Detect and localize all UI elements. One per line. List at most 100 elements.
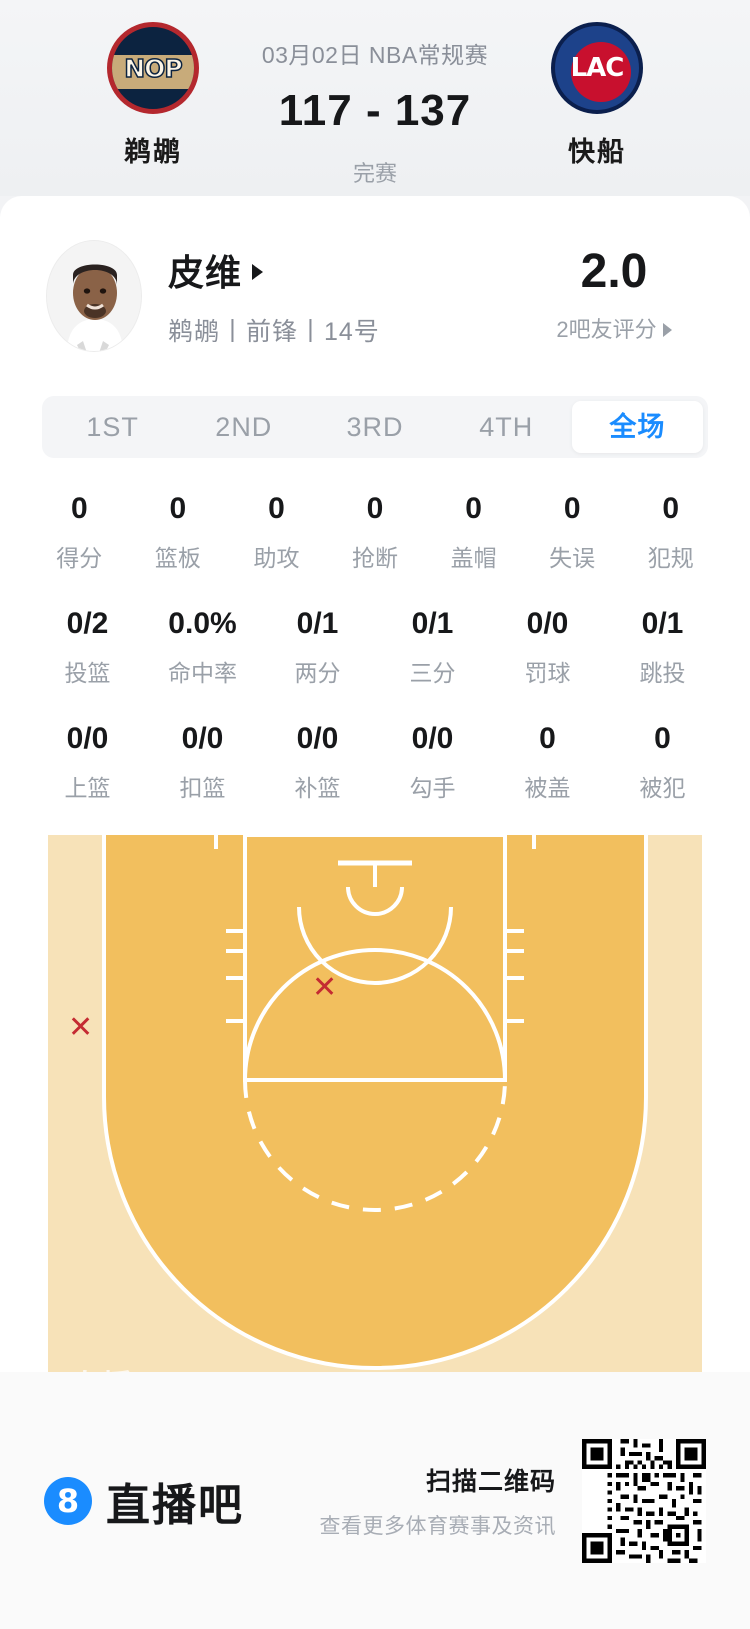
home-team-name: 鹈鹕 [124,137,182,167]
stat-steals: 0 抢断 [326,492,425,573]
stats-row-shooting: 0/2 投篮 0.0% 命中率 0/1 两分 0/1 三分 0/0 罚球 [30,607,720,688]
stat-value: 0/2 [66,607,109,640]
stat-two-pointers: 0/1 两分 [260,607,375,688]
stat-layups: 0/0 上篮 [30,722,145,803]
match-meta: 03月02日 NBA常规赛 [261,42,489,68]
stat-label: 跳投 [639,660,686,686]
tab-2nd[interactable]: 2ND [215,412,273,442]
stat-blocked: 0 被盖 [490,722,605,803]
chevron-right-icon [252,264,264,280]
shot-marker-miss-2[interactable]: ✕ [312,970,338,1005]
stat-value: 0 [366,492,384,525]
chevron-right-small-icon [662,323,672,337]
nop-logo-band [112,55,194,89]
stat-label: 助攻 [253,545,300,571]
stat-label: 勾手 [409,775,456,801]
stat-field-goal-pct: 0.0% 命中率 [145,607,260,688]
stat-value: 0 [268,492,285,525]
brand-logo[interactable]: 8 直播吧 [44,1469,244,1533]
stat-label: 篮板 [154,545,201,571]
away-team-logo-icon: LAC [551,22,643,114]
rating-label: 2吧友评分 [556,317,657,342]
app-footer: 8 直播吧 扫描二维码 查看更多体育赛事及资讯 [0,1372,750,1629]
tab-4th[interactable]: 4TH [479,412,534,442]
stat-value: 0 [70,492,88,525]
match-status: 完赛 [352,161,397,186]
player-name-line[interactable]: 皮维 [168,244,524,296]
stat-hook-shots: 0/0 勾手 [375,722,490,803]
match-summary: 03月02日 NBA常规赛 117 - 137 完赛 [248,22,502,188]
stat-label: 盖帽 [450,545,497,571]
stat-value: 0 [169,492,187,525]
stat-value: 0/0 [526,607,569,640]
stats-grid: 0 得分 0 篮板 0 助攻 0 抢断 0 盖帽 [0,492,750,803]
away-team-logo-text: LAC [570,53,625,83]
stat-label: 补篮 [294,775,341,801]
stat-value: 0/1 [641,607,684,640]
stat-field-goals: 0/2 投篮 [30,607,145,688]
stat-value: 0/0 [411,722,454,755]
stat-jump-shots: 0/1 跳投 [605,607,720,688]
stat-points: 0 得分 [30,492,129,573]
stat-fouls-drawn: 0 被犯 [605,722,720,803]
player-card: 皮维 鹈鹕丨前锋丨14号 2.0 2吧友评分 1ST 2ND 3RD 4TH 全… [0,196,750,1435]
stat-value: 0/0 [181,722,224,755]
stat-label: 命中率 [168,660,237,686]
court-diagram [48,835,702,1435]
stat-label: 得分 [56,545,103,571]
stat-label: 扣篮 [179,775,226,801]
rating-label-line: 2吧友评分 [524,312,704,344]
stat-label: 犯规 [647,545,694,571]
away-team-name: 快船 [568,137,626,167]
stat-label: 罚球 [524,660,571,686]
brand-name: 直播吧 [106,1480,244,1530]
shot-chart-court[interactable]: ✕ ✕ 直播吧 [48,835,702,1435]
stats-row-basic: 0 得分 0 篮板 0 助攻 0 抢断 0 盖帽 [30,492,720,573]
player-name: 皮维 [168,252,243,293]
stat-rebounds: 0 篮板 [129,492,228,573]
stat-value: 0/0 [66,722,109,755]
avatar-portrait-icon [47,241,141,351]
qr-text: 扫描二维码 查看更多体育赛事及资讯 [320,1462,557,1540]
stat-putbacks: 0/0 补篮 [260,722,375,803]
stat-value: 0 [465,492,482,525]
tab-3rd[interactable]: 3RD [346,412,404,442]
stat-value: 0 [539,722,556,755]
match-score: 117 - 137 [278,86,472,135]
tab-1st[interactable]: 1ST [86,412,139,442]
qr-code-image[interactable] [582,1438,706,1563]
shot-marker-miss-1[interactable]: ✕ [68,1010,94,1045]
player-row[interactable]: 皮维 鹈鹕丨前锋丨14号 2.0 2吧友评分 [0,196,750,352]
home-team-logo-text: NOP [124,53,184,84]
home-team[interactable]: NOP 鹈鹕 [58,22,248,169]
home-team-logo-icon: NOP [107,22,199,114]
stat-value: 0 [563,492,581,525]
stat-dunks: 0/0 扣篮 [145,722,260,803]
lac-logo-circle [571,42,631,102]
stat-fouls: 0 犯规 [621,492,720,573]
stat-free-throws: 0/0 罚球 [490,607,605,688]
stat-value: 0/0 [296,722,339,755]
stat-label: 两分 [294,660,341,686]
stat-value: 0 [662,492,680,525]
away-team[interactable]: LAC 快船 [502,22,692,169]
player-team-position-number: 鹈鹕丨前锋丨14号 [168,318,380,346]
stat-three-pointers: 0/1 三分 [375,607,490,688]
qr-promo[interactable]: 扫描二维码 查看更多体育赛事及资讯 [320,1438,706,1563]
stat-label: 抢断 [352,545,399,571]
qr-title: 扫描二维码 [425,1467,556,1496]
stat-value: 0 [654,722,671,755]
qr-subtitle: 查看更多体育赛事及资讯 [319,1514,556,1538]
rating-value: 2.0 [580,245,648,298]
stats-row-shot-types: 0/0 上篮 0/0 扣篮 0/0 补篮 0/0 勾手 0 被盖 [30,722,720,803]
tab-full-game[interactable]: 全场 [571,401,704,453]
period-tabs[interactable]: 1ST 2ND 3RD 4TH 全场 [42,396,708,458]
player-info: 皮维 鹈鹕丨前锋丨14号 [168,244,524,348]
stat-value: 0/1 [296,607,339,640]
stat-label: 投篮 [64,660,111,686]
stat-value: 0/1 [411,607,454,640]
stat-label: 三分 [409,660,456,686]
player-rating[interactable]: 2.0 2吧友评分 [524,248,704,344]
stat-label: 失误 [549,545,596,571]
stat-value: 0.0% [168,607,237,640]
